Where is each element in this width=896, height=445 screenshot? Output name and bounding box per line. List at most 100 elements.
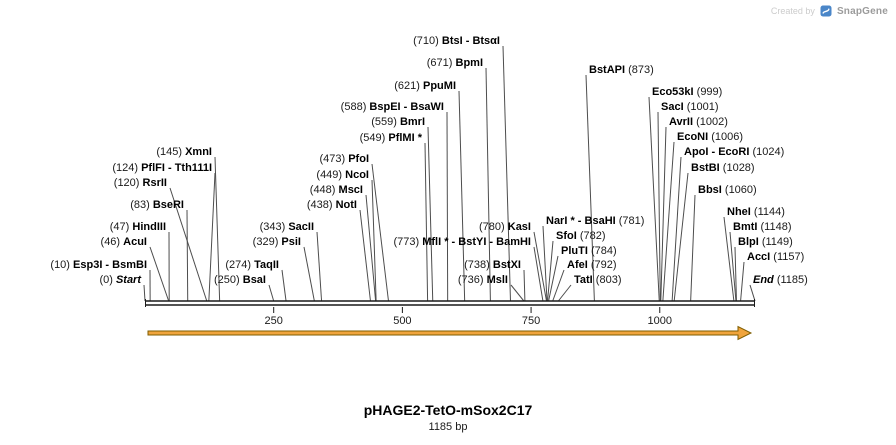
enzyme-name: PsiI [281, 236, 301, 248]
leader-line-kasi [533, 231, 548, 302]
enzyme-name: NcoI [345, 169, 369, 181]
enzyme-name: MflI * - BstYI - BamHI [422, 236, 531, 248]
site-label-pflfi-tth111i: (124) PflFI - Tth111I [112, 162, 212, 174]
site-position: (329) [252, 236, 282, 248]
site-position: (343) [259, 221, 289, 233]
leader-line-pfoi [371, 163, 389, 302]
site-label-acui: (46) AcuI [101, 236, 147, 248]
leader-line-econi [662, 141, 675, 302]
site-position: (10) [50, 259, 74, 271]
leader-line-bstbi [673, 172, 689, 302]
site-position: (792) [587, 259, 617, 271]
site-label-end: End (1185) [753, 274, 808, 286]
enzyme-name: ApoI - EcoRI [684, 146, 750, 158]
enzyme-name: BbsI [698, 184, 722, 196]
site-label-bstxi: (738) BstXI [464, 259, 521, 271]
site-label-start: (0) Start [99, 274, 141, 286]
site-position: (559) [371, 116, 400, 128]
leader-line-bseri [186, 209, 189, 302]
site-position: (738) [464, 259, 493, 271]
site-label-sfoi: SfoI (782) [556, 230, 606, 242]
site-position: (1149) [758, 236, 793, 248]
site-label-xmni: (145) XmnI [156, 146, 212, 158]
site-position: (1060) [721, 184, 757, 196]
enzyme-name: HindIII [132, 221, 166, 233]
site-label-bpmi: (671) BpmI [427, 57, 483, 69]
enzyme-name: NheI [727, 206, 751, 218]
enzyme-name: BstAPI [589, 64, 626, 76]
leader-line-afei [552, 269, 565, 302]
site-position: (274) [225, 259, 255, 271]
enzyme-name: MscI [338, 184, 363, 196]
site-position: (47) [109, 221, 133, 233]
enzyme-name: AccI [747, 251, 771, 263]
site-position: (621) [394, 80, 423, 92]
site-position: (588) [340, 101, 370, 113]
enzyme-name: BsaI [242, 274, 266, 286]
site-position: (448) [309, 184, 339, 196]
leader-line-pflfi-tth111i [208, 172, 216, 302]
leader-line-bpmi [485, 67, 491, 302]
leader-line-apoi-ecori [671, 156, 682, 302]
site-position: (0) [99, 274, 116, 286]
site-label-msli: (736) MslI [458, 274, 508, 286]
site-position: (46) [100, 236, 124, 248]
leader-line-bmri [427, 126, 434, 302]
site-position: (781) [615, 215, 645, 227]
enzyme-name: Esp3I - BsmBI [73, 259, 147, 271]
enzyme-name: NarI * - BsaHI [546, 215, 616, 227]
enzyme-name: BstXI [492, 259, 521, 271]
site-label-bstbi: BstBI (1028) [691, 162, 755, 174]
leader-line-sacii [316, 231, 323, 302]
enzyme-name: RsrII [142, 177, 167, 189]
leader-line-bstxi [523, 269, 526, 302]
enzyme-name: XmnI [185, 146, 212, 158]
enzyme-name: BmtI [733, 221, 758, 233]
site-position: (782) [576, 230, 606, 242]
leader-line-bbsi [690, 194, 696, 302]
site-position: (736) [457, 274, 487, 286]
enzyme-name: PflFI - Tth111I [141, 162, 212, 174]
enzyme-name: PfoI [348, 153, 369, 165]
site-label-nari-bsahi: NarI * - BsaHI (781) [546, 215, 644, 227]
site-position: (1001) [683, 101, 719, 113]
site-label-ncoi: (449) NcoI [316, 169, 369, 181]
leader-line-pflmi [424, 142, 429, 302]
site-label-mfli-bstyi-bamhi: (773) MflI * - BstYI - BamHI [393, 236, 531, 248]
site-position: (873) [625, 64, 654, 76]
snapgene-logo-icon [820, 5, 832, 17]
site-label-rsrii: (120) RsrII [114, 177, 167, 189]
enzyme-name: NotI [335, 199, 357, 211]
site-position: (999) [693, 86, 723, 98]
site-label-hindiii: (47) HindIII [110, 221, 166, 233]
enzyme-name: AfeI [567, 259, 588, 271]
site-position: (803) [592, 274, 622, 286]
site-position: (124) [112, 162, 142, 174]
leader-line-eco53ki [648, 96, 660, 302]
enzyme-name: Eco53kI [652, 86, 694, 98]
site-position: (710) [413, 35, 442, 47]
leader-line-blpi [734, 246, 737, 302]
site-position: (250) [214, 274, 243, 286]
site-label-avrii: AvrII (1002) [669, 116, 728, 128]
site-position: (438) [306, 199, 336, 211]
site-label-taqii: (274) TaqII [225, 259, 279, 271]
site-label-psii: (329) PsiI [253, 236, 301, 248]
site-position: (1002) [693, 116, 728, 128]
site-position: (1028) [719, 162, 755, 174]
leader-line-tati [557, 284, 572, 302]
leader-line-mfli-bstyi-bamhi [533, 246, 544, 302]
plasmid-length: 1185 bp [428, 421, 468, 433]
enzyme-name: PpuMI [423, 80, 456, 92]
leader-line-ppumi [458, 90, 466, 302]
site-label-pfoi: (473) PfoI [319, 153, 369, 165]
enzyme-name: MslI [486, 274, 508, 286]
site-position: (1148) [757, 221, 792, 233]
enzyme-name: BpmI [455, 57, 484, 69]
site-position: (120) [113, 177, 143, 189]
enzyme-name: Start [115, 274, 141, 286]
site-position: (549) [359, 132, 389, 144]
ruler-label-1000: 1000 [647, 315, 673, 327]
